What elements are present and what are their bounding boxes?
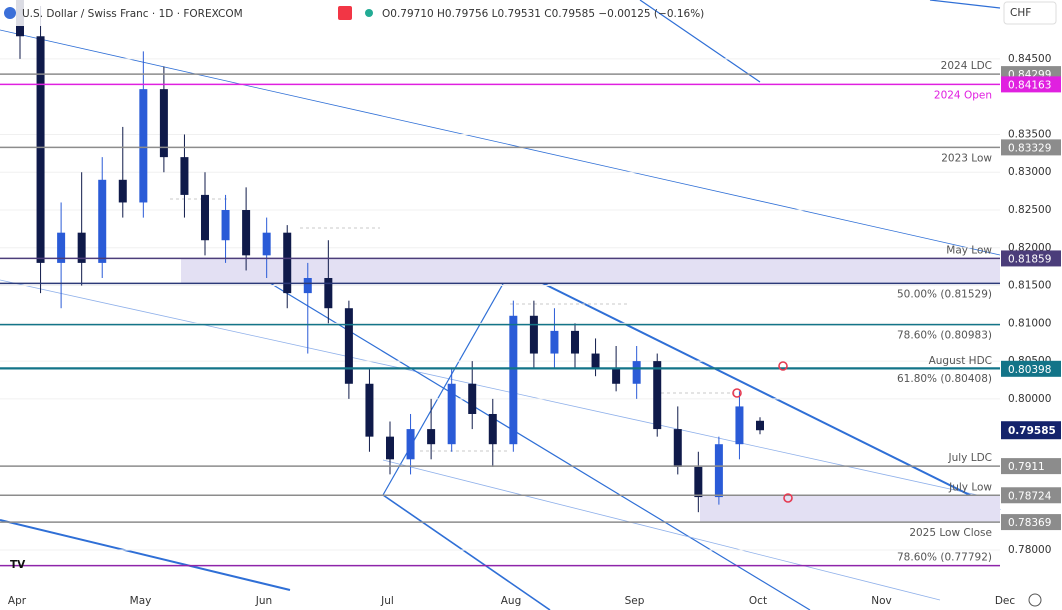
candle-body — [591, 353, 600, 369]
candle-body — [673, 429, 682, 467]
price-tag — [1001, 250, 1061, 267]
candle-body — [365, 383, 374, 437]
symbol: U.S. Dollar / Swiss Franc · 1D · FOREXCO… — [22, 8, 243, 20]
y-tick-label: 0.84500 — [1008, 53, 1051, 65]
x-tick-label: May — [130, 595, 152, 607]
candle-body — [221, 210, 230, 241]
y-tick-label: 0.81500 — [1008, 280, 1051, 292]
level-label: July LDC — [948, 452, 993, 464]
level-label: 2023 Low — [941, 152, 992, 164]
minor-levels — [170, 198, 735, 452]
candle-body — [714, 444, 723, 498]
candle-body — [756, 420, 764, 431]
price-tag — [1001, 360, 1061, 377]
last-price: 0.79585 — [1008, 425, 1056, 437]
candle-body — [262, 232, 271, 256]
candle-body — [324, 278, 333, 309]
currency[interactable]: CHF — [1010, 7, 1031, 19]
level-label: 50.00% (0.81529) — [897, 288, 992, 300]
x-tick-label: Sep — [625, 595, 645, 607]
candle-body — [653, 361, 662, 430]
status — [365, 9, 373, 17]
level-label: July Low — [948, 481, 992, 493]
level-label: 2025 Low Close — [909, 527, 992, 539]
candle-body — [632, 361, 641, 384]
ohlc: O0.79710 H0.79756 L0.79531 C0.79585 −0.0… — [382, 8, 704, 20]
candle-body — [344, 308, 353, 384]
y-tick-label: 0.81000 — [1008, 317, 1051, 329]
candle-body — [550, 330, 559, 354]
candle-body — [735, 406, 744, 445]
zone — [700, 495, 1000, 523]
price-tag-label: 0.81859 — [1008, 253, 1051, 265]
x-tick-label: Jun — [255, 595, 272, 607]
price-tag — [1001, 139, 1061, 156]
candle-body — [118, 179, 127, 203]
candle-body — [406, 429, 415, 460]
candle-body — [201, 194, 209, 241]
price-tag — [1001, 487, 1061, 504]
y-tick-label: 0.80000 — [1008, 393, 1051, 405]
candle-body — [468, 383, 477, 414]
settings[interactable] — [1028, 593, 1042, 607]
level-label: 61.80% (0.80408) — [897, 373, 992, 385]
currency-button[interactable] — [1003, 1, 1057, 25]
candle-body — [242, 210, 251, 256]
x-tick-label: Dec — [995, 595, 1016, 607]
flag-icon — [4, 7, 16, 19]
pin[interactable] — [338, 6, 352, 20]
candle-body — [283, 232, 292, 294]
y-tick-label: 0.83500 — [1008, 128, 1051, 140]
price-tag — [1001, 514, 1061, 531]
legend-bg — [0, 0, 400, 26]
candle-body — [427, 429, 436, 445]
x-tick-label: Jul — [380, 595, 394, 607]
candle-body — [571, 330, 579, 354]
candle-body — [509, 315, 518, 445]
trendlines — [0, 0, 1001, 610]
y-tick-label: 0.83000 — [1008, 166, 1051, 178]
x-tick-label: Apr — [8, 595, 27, 607]
level-label: 2024 LDC — [941, 60, 992, 72]
candle-body — [98, 179, 107, 263]
x-tick-label: Oct — [749, 595, 767, 607]
candle-body — [180, 157, 189, 195]
last-price-tag — [1001, 421, 1061, 440]
candle-body — [694, 466, 703, 498]
x-tick-label: Nov — [871, 595, 892, 607]
price-tag — [1001, 458, 1061, 475]
candle-body — [303, 278, 312, 294]
candle-body — [57, 232, 66, 263]
markers — [732, 361, 793, 503]
candle-body — [529, 315, 538, 354]
candle-body — [612, 368, 621, 384]
level-label: May Low — [946, 244, 992, 256]
price-tag-label: 0.7911 — [1008, 461, 1045, 473]
price-axis — [1000, 0, 1062, 610]
level-label: 78.60% (0.80983) — [897, 330, 992, 342]
candle-body — [36, 36, 45, 263]
level-label: August HDC — [929, 355, 992, 367]
price-tag-label: 0.83329 — [1008, 142, 1051, 154]
candle-body — [77, 232, 86, 263]
logo: TV — [10, 559, 26, 571]
price-tag — [1001, 76, 1061, 93]
level-label: 2024 Open — [934, 89, 992, 101]
candle-body — [139, 89, 148, 203]
price-tag-label: 0.78369 — [1008, 517, 1051, 529]
x-tick-label: Aug — [501, 595, 522, 607]
y-tick-label: 0.82500 — [1008, 204, 1051, 216]
zone — [181, 258, 1000, 284]
price-tag-label: 0.84163 — [1008, 79, 1051, 91]
candle-body — [488, 413, 497, 445]
price-tag-label: 0.78724 — [1008, 490, 1052, 502]
level-label: 78.60% (0.77792) — [897, 552, 992, 564]
candle-body — [386, 436, 394, 460]
price-tag-label: 0.80398 — [1008, 364, 1051, 376]
y-tick-label: 0.78000 — [1008, 544, 1051, 556]
candle-body — [447, 383, 456, 445]
candle-body — [159, 89, 168, 158]
